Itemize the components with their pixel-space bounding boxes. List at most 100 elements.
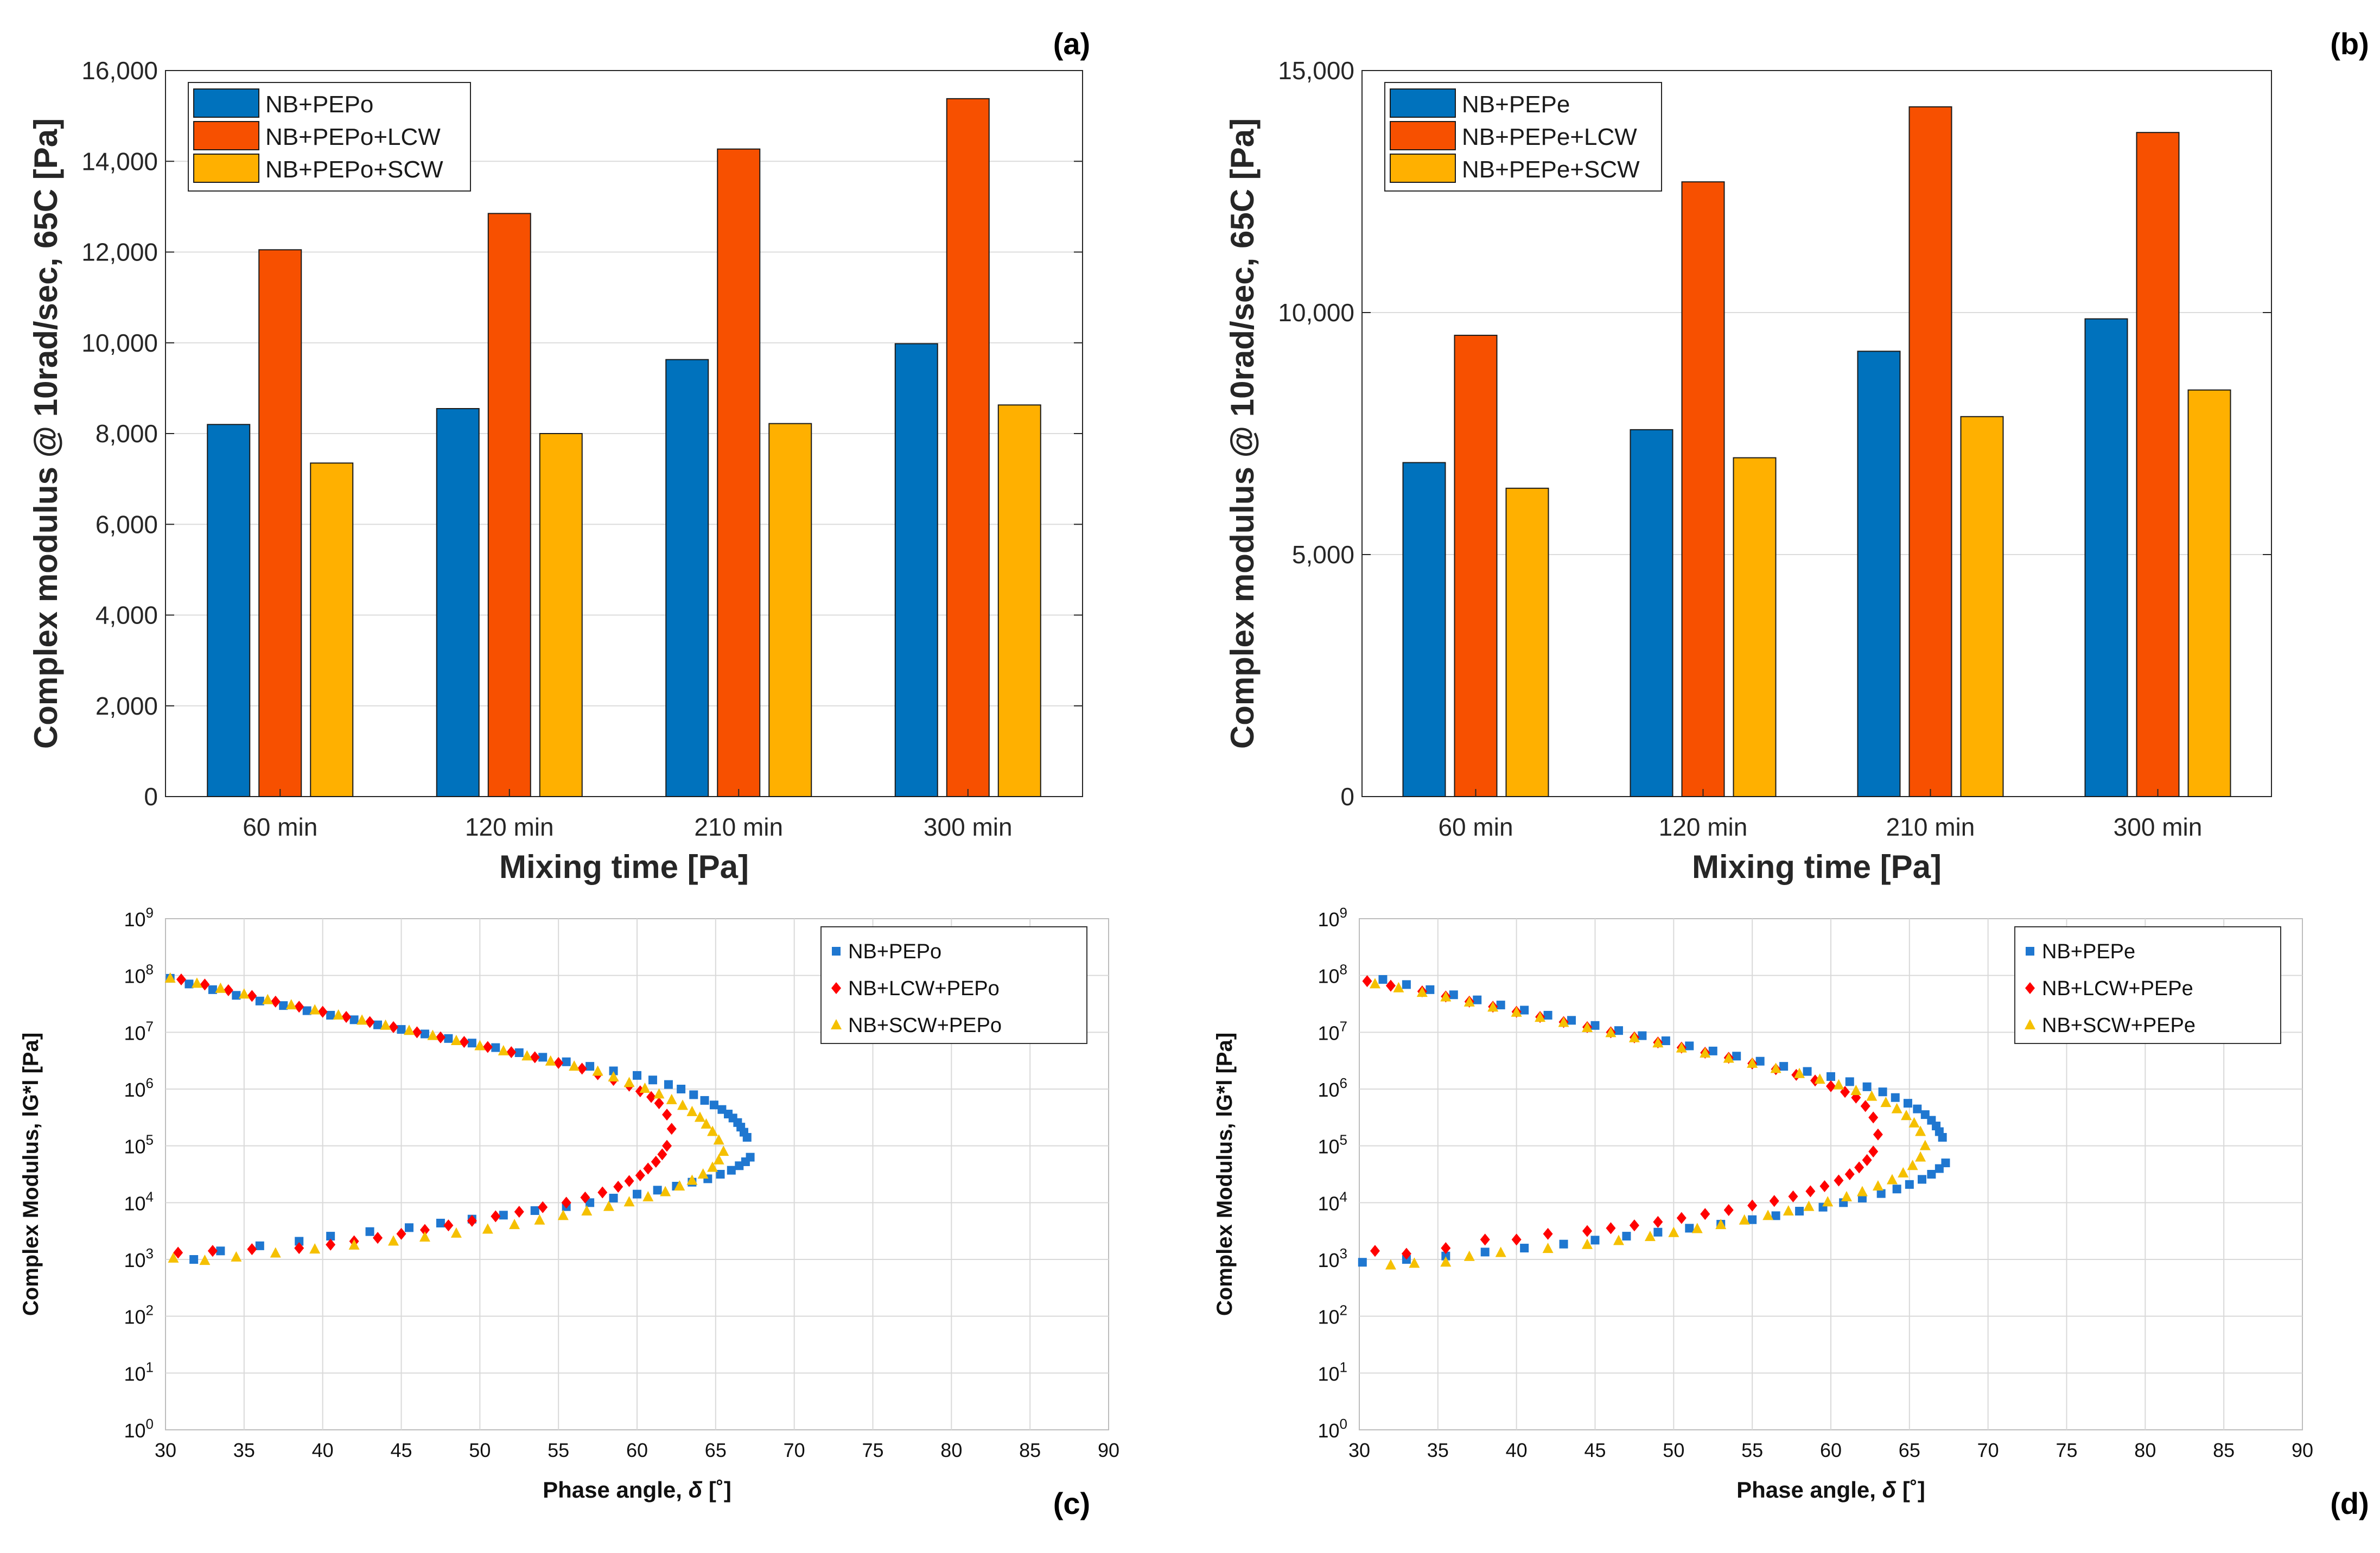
point-nb-lcw-pepo: [662, 1140, 672, 1152]
point-nb-lcw-pepo: [317, 1005, 328, 1018]
bar-nb-pepo-scw: [997, 404, 1041, 797]
point-nb-pepo: [664, 1080, 673, 1089]
point-nb-lcw-pepe: [1606, 1222, 1616, 1234]
legend-swatch: [193, 88, 259, 118]
point-nb-lcw-pepe: [1769, 1195, 1779, 1207]
legend-label: NB+LCW+PEPo: [848, 977, 1000, 1000]
point-nb-pepo: [609, 1193, 618, 1202]
x-tick-label: 300 min: [2114, 813, 2203, 841]
point-nb-lcw-pepo: [270, 995, 281, 1008]
point-nb-pepo: [716, 1170, 725, 1179]
point-nb-pepo: [279, 1001, 288, 1010]
point-nb-pepe: [1638, 1031, 1647, 1040]
point-nb-pepe: [1918, 1175, 1927, 1184]
point-nb-pepo: [208, 985, 217, 994]
point-nb-scw-pepe: [1739, 1214, 1750, 1225]
point-nb-scw-pepo: [262, 994, 273, 1004]
point-nb-pepo: [184, 979, 194, 989]
y-tick-label: 107: [124, 1018, 154, 1044]
x-axis-label-unit: [˚]: [702, 1477, 731, 1503]
x-tick-label: 90: [1098, 1439, 1119, 1461]
point-nb-scw-pepo: [608, 1071, 619, 1082]
bar-nb-pepe: [1857, 351, 1901, 797]
point-nb-pepe: [1661, 1036, 1670, 1046]
point-nb-lcw-pepo: [624, 1175, 634, 1187]
point-nb-pepo: [586, 1198, 595, 1207]
point-nb-pepe: [1480, 1248, 1490, 1257]
point-nb-pepo: [677, 1085, 686, 1093]
legend-label: NB+PEPe: [1462, 91, 1570, 118]
bar-nb-pepo-lcw: [258, 249, 302, 798]
y-tick-label: 10,000: [1278, 298, 1354, 327]
x-axis-label: Mixing time [Pa]: [499, 849, 749, 885]
point-nb-pepe: [1903, 1099, 1912, 1108]
legend-label: NB+SCW+PEPo: [848, 1014, 1002, 1037]
point-nb-scw-pepo: [707, 1125, 718, 1136]
y-tick-label: 107: [1318, 1018, 1347, 1044]
x-axis-label-unit: [˚]: [1896, 1477, 1925, 1503]
x-tick-label: 35: [233, 1439, 255, 1461]
point-nb-pepo: [700, 1096, 709, 1105]
point-nb-lcw-pepe: [1385, 979, 1396, 992]
x-tick-label: 30: [155, 1439, 176, 1461]
x-tick-label: 300 min: [924, 813, 1013, 841]
point-nb-scw-pepo: [388, 1235, 399, 1246]
point-nb-scw-pepe: [1841, 1191, 1852, 1201]
y-tick-label: 100: [124, 1416, 154, 1442]
point-nb-lcw-pepo: [553, 1056, 564, 1069]
y-axis-label: Complex Modulus, lG*l [Pa]: [1213, 1033, 1237, 1316]
point-nb-pepe: [1653, 1227, 1663, 1237]
x-tick-label: 80: [940, 1439, 962, 1461]
point-nb-pepo: [648, 1075, 657, 1085]
point-nb-lcw-pepo: [666, 1123, 677, 1135]
point-nb-pepe: [1567, 1016, 1576, 1025]
point-nb-lcw-pepe: [1653, 1215, 1663, 1228]
y-tick-label: 102: [1318, 1302, 1347, 1328]
point-nb-scw-pepe: [1723, 1052, 1734, 1063]
point-nb-pepe: [1590, 1236, 1600, 1245]
point-nb-scw-pepe: [1463, 996, 1475, 1007]
bar-nb-pepe: [1402, 462, 1446, 797]
point-nb-scw-pepe: [1898, 1167, 1909, 1178]
point-nb-scw-pepo: [482, 1223, 493, 1234]
point-nb-scw-pepo: [215, 982, 226, 993]
point-nb-lcw-pepo: [597, 1186, 608, 1199]
point-nb-scw-pepe: [1535, 1011, 1546, 1022]
point-nb-pepe: [1520, 1005, 1529, 1015]
point-nb-pepo: [586, 1062, 595, 1071]
legend-marker: [832, 947, 841, 956]
point-nb-scw-pepo: [168, 1252, 179, 1263]
point-nb-lcw-pepe: [1543, 1227, 1553, 1240]
y-tick-label: 100: [1318, 1416, 1347, 1442]
x-tick-label: 65: [705, 1439, 727, 1461]
point-nb-pepe: [1559, 1239, 1568, 1249]
point-nb-pepo: [255, 1241, 264, 1250]
point-nb-lcw-pepe: [1723, 1204, 1734, 1216]
y-tick-label: 12,000: [81, 238, 158, 266]
point-nb-pepe: [1927, 1170, 1936, 1179]
point-nb-scw-pepo: [333, 1009, 344, 1020]
point-nb-pepo: [491, 1043, 500, 1052]
legend-label: NB+LCW+PEPe: [2042, 977, 2193, 1000]
x-tick-label: 45: [390, 1439, 412, 1461]
x-tick-label: 60 min: [243, 813, 317, 841]
bar-nb-pepe-scw: [2187, 389, 2231, 797]
point-nb-lcw-pepe: [1747, 1199, 1758, 1212]
point-nb-pepo: [514, 1048, 524, 1058]
point-nb-scw-pepe: [1416, 986, 1428, 997]
point-nb-lcw-pepo: [419, 1224, 430, 1236]
point-nb-lcw-pepe: [1834, 1174, 1844, 1187]
y-tick-label: 5,000: [1292, 540, 1354, 569]
point-nb-scw-pepe: [1542, 1243, 1554, 1253]
point-nb-scw-pepo: [623, 1077, 635, 1087]
point-nb-scw-pepe: [1850, 1085, 1862, 1096]
y-tick-label: 0: [144, 782, 158, 811]
point-nb-scw-pepo: [666, 1093, 677, 1104]
point-nb-lcw-pepo: [662, 1109, 672, 1121]
point-nb-pepo: [499, 1211, 508, 1220]
point-nb-pepo: [373, 1020, 383, 1029]
point-nb-lcw-pepo: [443, 1219, 454, 1232]
point-nb-lcw-pepo: [326, 1238, 336, 1251]
point-nb-scw-pepo: [498, 1045, 509, 1055]
point-nb-scw-pepo: [238, 988, 250, 999]
